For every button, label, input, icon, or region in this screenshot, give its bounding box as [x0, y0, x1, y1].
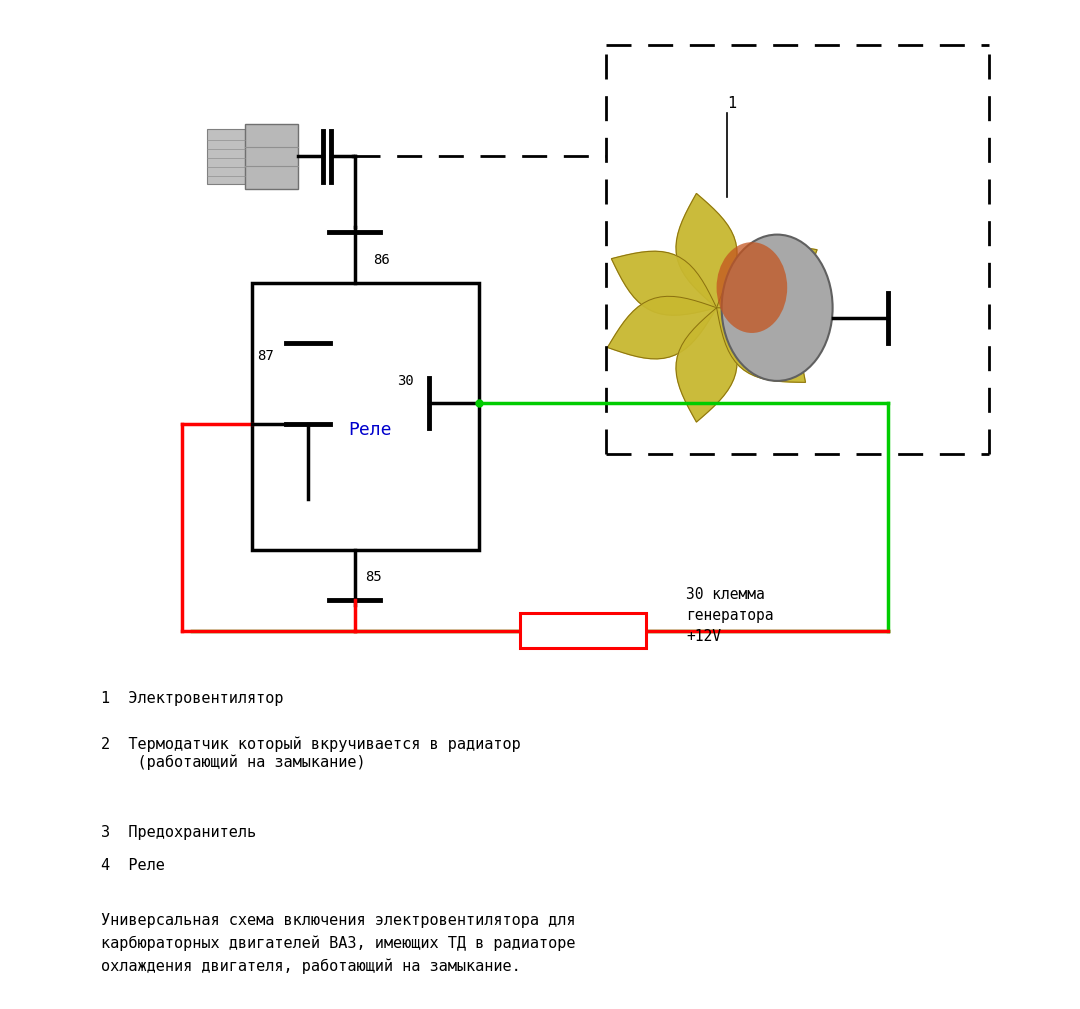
Polygon shape — [608, 297, 716, 359]
Polygon shape — [676, 308, 737, 422]
Polygon shape — [716, 246, 818, 312]
Bar — [245, 124, 298, 190]
Ellipse shape — [721, 235, 833, 381]
Text: 1: 1 — [727, 96, 737, 111]
Text: 85: 85 — [365, 570, 381, 584]
Polygon shape — [676, 194, 737, 308]
Text: 2  Термодатчик который вкручивается в радиатор
    (работающий на замыкание): 2 Термодатчик который вкручивается в рад… — [102, 737, 521, 770]
Polygon shape — [611, 251, 716, 315]
Text: 3  Предохранитель: 3 Предохранитель — [102, 825, 256, 840]
Bar — [253, 283, 480, 550]
Polygon shape — [716, 308, 806, 382]
Text: Универсальная схема включения электровентилятора для
карбюраторных двигателей ВА: Универсальная схема включения электровен… — [102, 913, 576, 974]
Text: 30: 30 — [397, 373, 414, 387]
Text: 4  Реле: 4 Реле — [102, 858, 165, 873]
Ellipse shape — [716, 242, 787, 333]
Text: Реле: Реле — [349, 421, 392, 439]
Text: 87: 87 — [257, 349, 274, 363]
Text: 86: 86 — [373, 253, 390, 267]
Text: 30 клемма
генератора
+12V: 30 клемма генератора +12V — [686, 587, 773, 644]
Bar — [519, 613, 646, 649]
Bar — [207, 129, 245, 185]
Text: 1  Электровентилятор: 1 Электровентилятор — [102, 691, 284, 706]
